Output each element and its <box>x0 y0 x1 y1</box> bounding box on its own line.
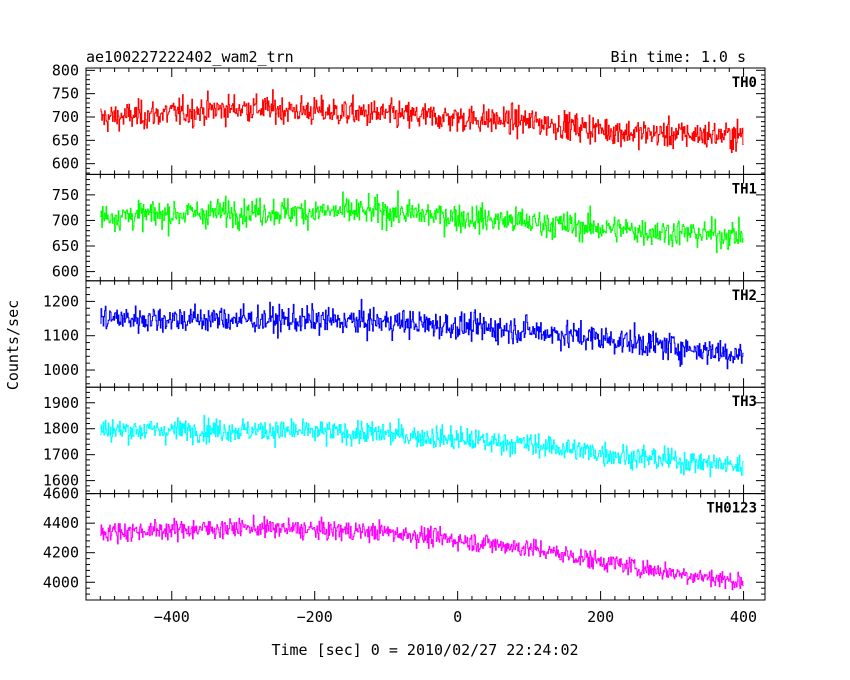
y-tick-label: 4600 <box>43 485 79 503</box>
panel-th3: 1600 1700 1800 1900 TH3 <box>43 386 766 495</box>
x-tick-label: 200 <box>587 608 614 626</box>
y-tick-label: 700 <box>52 108 79 126</box>
panel-frame <box>85 280 766 388</box>
x-tick-label: −200 <box>297 608 333 626</box>
series-line-th0123 <box>100 514 744 591</box>
y-tick-label: 600 <box>52 155 79 173</box>
y-tick-label: 4400 <box>43 514 79 532</box>
panel-frame <box>85 173 766 282</box>
y-tick-label: 1000 <box>43 361 79 379</box>
panel-label-th3: TH3 <box>732 394 757 410</box>
x-tick-label: 0 <box>453 608 462 626</box>
y-tick-label: 1800 <box>43 420 79 438</box>
y-tick-label: 1100 <box>43 327 79 345</box>
series-line-th1 <box>100 190 744 254</box>
x-tick-label: 400 <box>730 608 757 626</box>
series-line-th3 <box>100 414 744 478</box>
series-line-th0 <box>100 89 744 153</box>
x-axis: −400 −200 0 200 400 <box>154 608 757 626</box>
y-tick-label: 1600 <box>43 472 79 490</box>
panel-th2: 1000 1100 1200 TH2 <box>43 280 766 388</box>
chart-title: ae100227222402_wam2_trn <box>86 48 294 66</box>
y-tick-label: 750 <box>52 85 79 103</box>
x-axis-label: Time [sec] 0 = 2010/02/27 22:24:02 <box>271 641 578 659</box>
panel-label-th2: TH2 <box>732 288 757 304</box>
y-tick-label: 700 <box>52 211 79 229</box>
panel-label-th0: TH0 <box>732 75 757 91</box>
panel-label-th0123: TH0123 <box>706 501 757 517</box>
y-tick-label: 4000 <box>43 573 79 591</box>
panel-th0123: 4000 4200 4400 4600 TH0123 <box>43 485 766 601</box>
panel-th0: 600 650 700 750 800 TH0 <box>52 61 766 175</box>
series-line-th2 <box>100 298 744 370</box>
y-tick-label: 1200 <box>43 292 79 310</box>
panel-label-th1: TH1 <box>732 181 757 197</box>
y-tick-label: 650 <box>52 131 79 149</box>
y-tick-label: 4200 <box>43 544 79 562</box>
y-tick-label: 1700 <box>43 446 79 464</box>
y-tick-label: 650 <box>52 237 79 255</box>
panels: 600 650 700 750 800 TH0 600 650 700 750 TH1 1000 110… <box>43 61 766 601</box>
x-tick-label: −400 <box>154 608 190 626</box>
y-tick-label: 1900 <box>43 394 79 412</box>
bin-time-label: Bin time: 1.0 s <box>611 48 746 66</box>
y-tick-label: 600 <box>52 263 79 281</box>
y-axis-label: Counts/sec <box>4 300 22 390</box>
panel-frame <box>85 493 766 601</box>
y-tick-label: 800 <box>52 61 79 79</box>
panel-th1: 600 650 700 750 TH1 <box>52 173 766 282</box>
y-tick-label: 750 <box>52 186 79 204</box>
